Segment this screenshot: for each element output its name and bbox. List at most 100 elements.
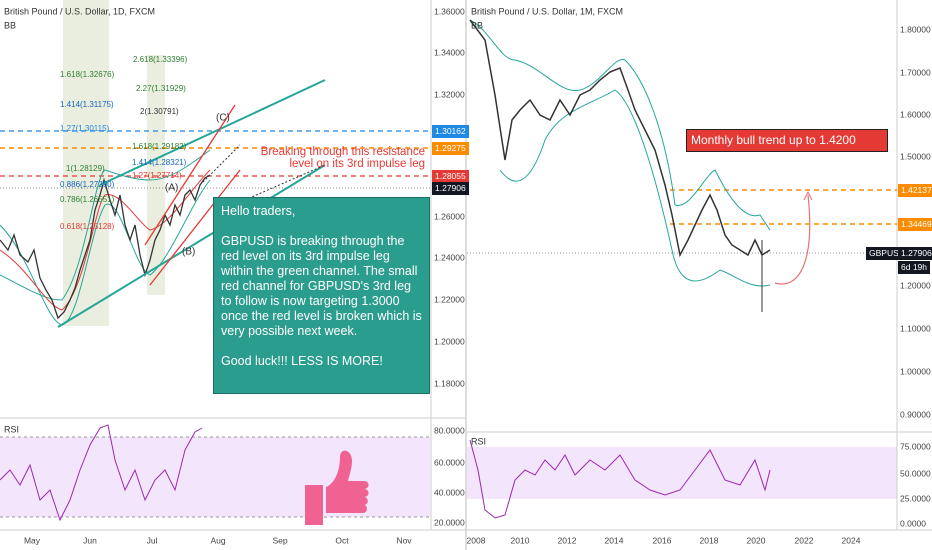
y-tick-label: 1.24000 — [434, 252, 465, 262]
x-tick-label: 2012 — [558, 535, 577, 545]
fib-label: 0.618(1.25128) — [60, 222, 115, 231]
y-tick-label: 1.60000 — [900, 109, 931, 119]
indicator-label: BB — [4, 20, 16, 30]
rsi-label: RSI — [471, 436, 486, 446]
fib-label: 1.27(1.30115) — [60, 124, 110, 133]
arrow-head — [803, 190, 813, 201]
x-tick-label: 2024 — [842, 535, 861, 545]
y-tick-label: 1.70000 — [900, 67, 931, 77]
y-tick-label: 1.32000 — [434, 89, 465, 99]
y-tick-label: 1.36000 — [434, 6, 465, 16]
wave-label: (B) — [182, 247, 195, 258]
y-tick-label: 1.20000 — [434, 336, 465, 346]
x-tick-label: May — [24, 535, 41, 545]
chart-title: British Pound / U.S. Dollar, 1D, FXCM — [4, 6, 155, 16]
bollinger-band — [469, 19, 771, 231]
y-tick-label: 1.20000 — [900, 280, 931, 290]
chart-title: British Pound / U.S. Dollar, 1M, FXCM — [471, 6, 623, 16]
x-tick-label: Jul — [147, 535, 158, 545]
price-tag: 6d 19h — [898, 261, 930, 274]
rsi-tick-label: 80.0000 — [434, 425, 465, 435]
fib-label: 2.27(1.31929) — [136, 84, 186, 93]
rsi-label: RSI — [4, 424, 19, 434]
indicator-label: BB — [471, 20, 483, 30]
x-tick-label: Aug — [210, 535, 225, 545]
rsi-tick-label: 75.0000 — [900, 441, 931, 451]
annotation-box: Monthly bull trend up to 1.4200 — [686, 129, 888, 152]
fib-label: 1.27(1.27714) — [132, 171, 182, 180]
fib-zone — [63, 0, 109, 326]
resistance-note: level on its 3rd impulse leg — [289, 158, 425, 170]
rsi-tick-label: 50.0000 — [900, 468, 931, 478]
y-tick-label: 1.50000 — [900, 151, 931, 161]
x-tick-label: Jun — [83, 535, 97, 545]
rsi-line — [0, 424, 203, 522]
y-tick-label: 0.90000 — [900, 409, 931, 419]
thumbs-up-icon — [305, 450, 369, 525]
rsi-tick-label: 20.0000 — [434, 517, 465, 527]
message-text: Good luck!!! LESS IS MORE! — [221, 354, 383, 368]
message-text: GBPUSD is breaking through the red level… — [221, 234, 422, 338]
x-tick-label: Oct — [335, 535, 349, 545]
y-tick-label: 1.26000 — [434, 211, 465, 221]
y-tick-label: 1.10000 — [900, 323, 931, 333]
price-tag: 1.29275 — [432, 142, 469, 155]
price-line — [0, 174, 211, 320]
fib-label: 2(1.30791) — [140, 107, 179, 116]
x-tick-label: Sep — [272, 535, 287, 545]
fib-label: 1.414(1.28321) — [132, 158, 187, 167]
projection-arrow — [774, 194, 811, 285]
rsi-tick-label: 40.0000 — [434, 487, 465, 497]
y-tick-label: 1.18000 — [434, 378, 465, 388]
wave-label: (C) — [216, 113, 230, 124]
x-tick-label: 2010 — [511, 535, 530, 545]
y-tick-label: 1.00000 — [900, 366, 931, 376]
wave-label: (A) — [165, 183, 178, 194]
y-tick-label: 1.34000 — [434, 47, 465, 57]
price-tag: 1.30162 — [432, 125, 469, 138]
bollinger-band — [0, 179, 211, 326]
rsi-tick-label: 60.0000 — [434, 457, 465, 467]
rsi-tick-label: 25.0000 — [900, 493, 931, 503]
channel-line — [99, 79, 326, 186]
fib-label: 0.886(1.27290) — [60, 180, 115, 189]
channel-line — [144, 104, 236, 246]
fib-label: 0.786(1.26551) — [60, 195, 115, 204]
fib-label: 2.618(1.33396) — [133, 55, 188, 64]
y-tick-label: 1.22000 — [434, 294, 465, 304]
x-tick-label: 2016 — [653, 535, 672, 545]
price-tag: 1.27906 — [898, 247, 932, 260]
y-tick-label: 1.80000 — [900, 24, 931, 34]
price-tag: GBPUSD — [866, 247, 908, 260]
rsi-line — [469, 439, 771, 519]
rsi-tick-label: 0.0000 — [900, 518, 926, 528]
x-tick-label: 2008 — [467, 535, 486, 545]
price-tag: 1.27906 — [432, 182, 469, 195]
price-line — [469, 19, 771, 258]
x-tick-label: 2020 — [747, 535, 766, 545]
message-text: Hello traders, — [221, 204, 296, 218]
resistance-note: Breaking through this resistance — [261, 146, 425, 158]
price-tag: 1.42137 — [898, 184, 932, 197]
channel-line — [149, 169, 241, 286]
fib-label: 1.414(1.31175) — [60, 100, 114, 109]
fib-label: 1.618(1.32676) — [60, 70, 115, 79]
x-tick-label: 2022 — [795, 535, 814, 545]
x-tick-label: 2014 — [605, 535, 624, 545]
projection — [244, 164, 326, 201]
message-box: Hello traders, GBPUSD is breaking throug… — [213, 197, 430, 394]
rsi-band — [467, 447, 897, 499]
bollinger-band — [0, 149, 211, 301]
rsi-band — [0, 437, 430, 517]
price-tag: 1.28055 — [432, 170, 469, 183]
x-tick-label: Nov — [396, 535, 412, 545]
fib-label: 1.618(1.29182) — [132, 142, 187, 151]
bollinger-band — [499, 89, 771, 287]
fib-label: 1(1.28129) — [66, 164, 105, 173]
x-tick-label: 2018 — [700, 535, 719, 545]
projection — [199, 144, 241, 186]
channel-line — [57, 164, 326, 328]
price-tag: 1.34469 — [898, 218, 932, 231]
